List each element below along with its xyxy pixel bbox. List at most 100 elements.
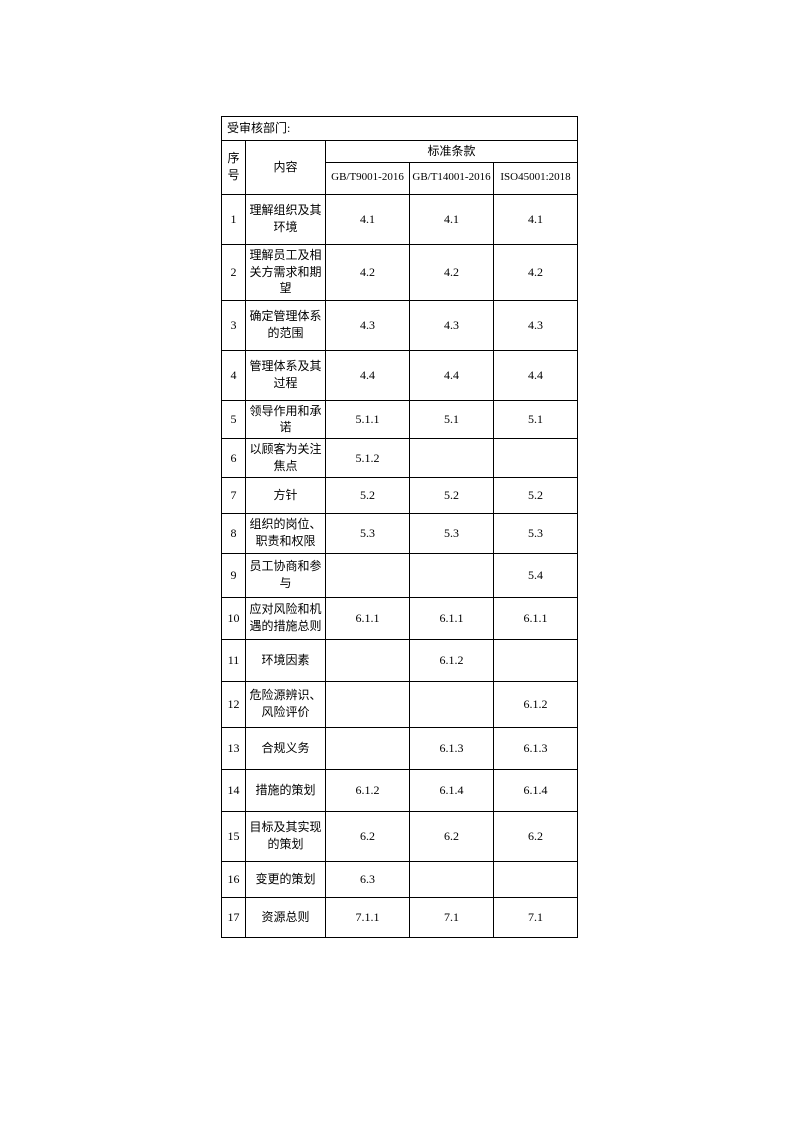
cell-content: 合规义务 [246,727,326,769]
cell-std1: 4.4 [326,350,410,400]
cell-std1: 4.1 [326,194,410,244]
cell-std2: 4.1 [410,194,494,244]
table-row: 8组织的岗位、职责和权限5.35.35.3 [222,513,578,553]
cell-content: 理解员工及相关方需求和期望 [246,244,326,300]
page-container: 受审核部门: 序号 内容 标准条款 GB/T9001-2016 GB/T1400… [221,116,577,938]
cell-seq: 10 [222,597,246,639]
cell-std2: 4.2 [410,244,494,300]
cell-std1 [326,639,410,681]
cell-std2: 6.1.3 [410,727,494,769]
cell-content: 措施的策划 [246,769,326,811]
header-content: 内容 [246,140,326,194]
cell-std2: 6.2 [410,811,494,861]
cell-content: 确定管理体系的范围 [246,300,326,350]
cell-std2: 6.1.4 [410,769,494,811]
cell-content: 资源总则 [246,897,326,937]
cell-std3: 4.2 [494,244,578,300]
cell-seq: 9 [222,553,246,597]
cell-std1 [326,681,410,727]
table-row: 16变更的策划6.3 [222,861,578,897]
cell-std3: 4.4 [494,350,578,400]
cell-std1: 4.3 [326,300,410,350]
header-row-1: 序号 内容 标准条款 [222,140,578,162]
cell-content: 目标及其实现的策划 [246,811,326,861]
cell-content: 以顾客为关注焦点 [246,439,326,478]
cell-seq: 1 [222,194,246,244]
table-row: 9员工协商和参与5.4 [222,553,578,597]
table-row: 13合规义务 6.1.36.1.3 [222,727,578,769]
cell-std3: 6.1.1 [494,597,578,639]
cell-std3: 6.1.2 [494,681,578,727]
cell-std2 [410,681,494,727]
table-row: 5领导作用和承诺5.1.15.15.1 [222,400,578,439]
cell-seq: 6 [222,439,246,478]
table-row: 4管理体系及其过程4.44.44.4 [222,350,578,400]
cell-content: 领导作用和承诺 [246,400,326,439]
cell-std3: 7.1 [494,897,578,937]
cell-seq: 12 [222,681,246,727]
table-row: 2理解员工及相关方需求和期望4.24.24.2 [222,244,578,300]
cell-seq: 15 [222,811,246,861]
header-std3: ISO45001:2018 [494,162,578,194]
department-label: 受审核部门: [222,117,578,141]
audit-table: 受审核部门: 序号 内容 标准条款 GB/T9001-2016 GB/T1400… [221,116,578,938]
table-row: 14措施的策划6.1.26.1.46.1.4 [222,769,578,811]
header-std1: GB/T9001-2016 [326,162,410,194]
cell-std2: 7.1 [410,897,494,937]
cell-seq: 11 [222,639,246,681]
cell-seq: 13 [222,727,246,769]
cell-std2: 6.1.2 [410,639,494,681]
cell-std2: 5.3 [410,513,494,553]
cell-std1: 6.3 [326,861,410,897]
cell-std1: 4.2 [326,244,410,300]
cell-std2: 6.1.1 [410,597,494,639]
cell-std1: 7.1.1 [326,897,410,937]
cell-std1: 5.3 [326,513,410,553]
cell-seq: 5 [222,400,246,439]
cell-seq: 3 [222,300,246,350]
cell-seq: 7 [222,477,246,513]
cell-content: 理解组织及其环境 [246,194,326,244]
department-row: 受审核部门: [222,117,578,141]
cell-seq: 16 [222,861,246,897]
table-row: 3确定管理体系的范围4.34.34.3 [222,300,578,350]
cell-std2: 4.3 [410,300,494,350]
cell-std1: 5.2 [326,477,410,513]
cell-std2 [410,439,494,478]
cell-std3: 4.1 [494,194,578,244]
table-row: 11环境因素 6.1.2 [222,639,578,681]
table-row: 6以顾客为关注焦点5.1.2 [222,439,578,478]
cell-std2 [410,861,494,897]
cell-std3: 5.1 [494,400,578,439]
cell-std3 [494,639,578,681]
cell-std1: 6.2 [326,811,410,861]
cell-std3: 5.3 [494,513,578,553]
cell-std1 [326,727,410,769]
cell-std2: 4.4 [410,350,494,400]
table-row: 7方针5.25.25.2 [222,477,578,513]
cell-seq: 14 [222,769,246,811]
cell-std2: 5.1 [410,400,494,439]
cell-std2: 5.2 [410,477,494,513]
cell-std3: 5.2 [494,477,578,513]
cell-std3 [494,861,578,897]
cell-seq: 4 [222,350,246,400]
cell-std3: 4.3 [494,300,578,350]
cell-seq: 17 [222,897,246,937]
cell-std3: 6.2 [494,811,578,861]
header-standard-group: 标准条款 [326,140,578,162]
data-rows: 1理解组织及其环境4.14.14.12理解员工及相关方需求和期望4.24.24.… [222,194,578,937]
cell-std3: 6.1.3 [494,727,578,769]
table-row: 15目标及其实现的策划6.26.26.2 [222,811,578,861]
cell-content: 环境因素 [246,639,326,681]
table-row: 1理解组织及其环境4.14.14.1 [222,194,578,244]
cell-std1: 6.1.2 [326,769,410,811]
cell-seq: 2 [222,244,246,300]
cell-std3 [494,439,578,478]
table-body: 受审核部门: 序号 内容 标准条款 GB/T9001-2016 GB/T1400… [222,117,578,195]
cell-std1: 5.1.1 [326,400,410,439]
header-seq: 序号 [222,140,246,194]
cell-seq: 8 [222,513,246,553]
cell-content: 应对风险和机遇的措施总则 [246,597,326,639]
cell-std3: 6.1.4 [494,769,578,811]
